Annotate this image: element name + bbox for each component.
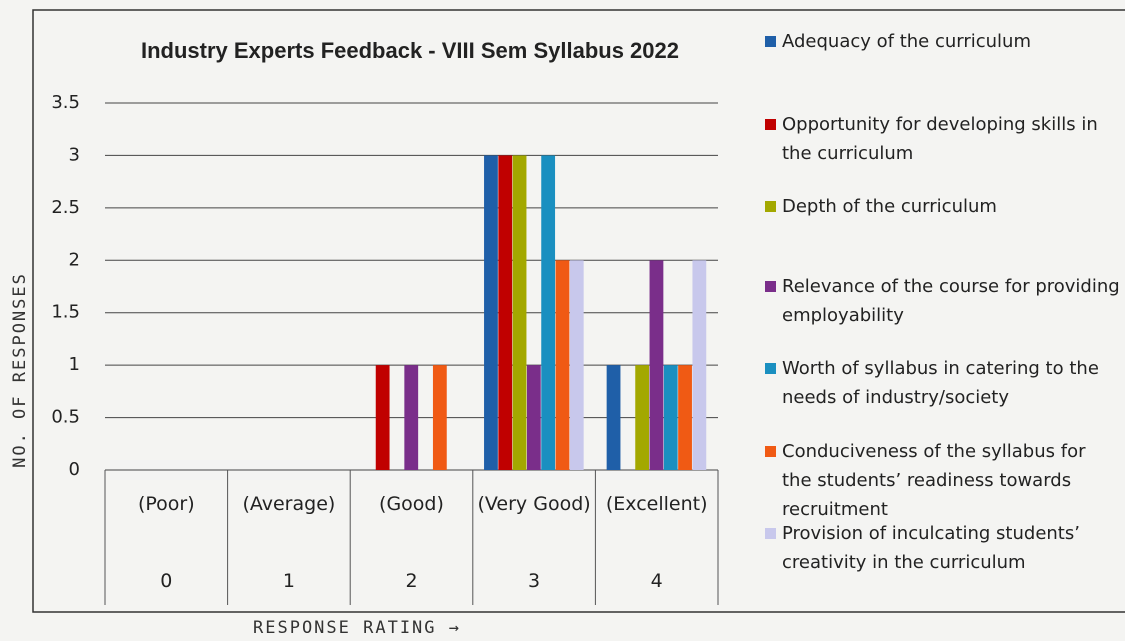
x-tick-label: (Average) (242, 493, 336, 515)
bar (404, 365, 419, 470)
bar (375, 365, 390, 470)
bar (569, 260, 584, 470)
x-tick-code: 1 (282, 570, 295, 592)
legend-label: Worth of syllabus in catering to the nee… (782, 358, 1099, 408)
bar (498, 155, 513, 470)
x-tick-code: 2 (405, 570, 418, 592)
legend-swatch (765, 528, 776, 539)
bar (635, 365, 650, 470)
legend-swatch (765, 201, 776, 212)
y-tick-label: 3.5 (51, 92, 80, 113)
bar (692, 260, 707, 470)
legend-item: Relevance of the course for providing em… (765, 272, 1120, 330)
bar (541, 155, 556, 470)
x-axis-label: RESPONSE RATING → (253, 618, 461, 638)
x-tick-code: 4 (650, 570, 663, 592)
legend-item: Worth of syllabus in catering to the nee… (765, 354, 1120, 412)
legend-item: Depth of the curriculum (765, 192, 1120, 221)
bar (432, 365, 447, 470)
bar (555, 260, 570, 470)
bar (512, 155, 527, 470)
y-axis-label: NO. OF RESPONSES (10, 272, 30, 468)
y-tick-label: 3 (69, 144, 80, 165)
legend-label: Relevance of the course for providing em… (782, 276, 1120, 326)
bar (484, 155, 498, 470)
y-tick-label: 1 (69, 354, 80, 375)
x-tick-label: (Very Good) (477, 493, 591, 515)
bar (606, 365, 621, 470)
x-tick-code: 3 (528, 570, 541, 592)
frame (32, 9, 1125, 613)
legend-swatch (765, 281, 776, 292)
y-tick-label: 0.5 (51, 407, 80, 428)
legend-item: Adequacy of the curriculum (765, 27, 1120, 56)
x-tick-label: (Poor) (137, 493, 195, 515)
legend-label: Opportunity for developing skills in the… (782, 114, 1098, 164)
y-tick-label: 0 (69, 459, 80, 480)
legend-swatch (765, 363, 776, 374)
legend-label: Conduciveness of the syllabus for the st… (782, 441, 1086, 520)
legend-item: Conduciveness of the syllabus for the st… (765, 437, 1120, 524)
x-tick-label: (Good) (379, 493, 444, 515)
legend-swatch (765, 119, 776, 130)
bar (649, 260, 664, 470)
bar (526, 365, 541, 470)
y-tick-label: 2.5 (51, 197, 80, 218)
legend-item: Provision of inculcating students’ creat… (765, 519, 1120, 577)
chart-title: Industry Experts Feedback - VIII Sem Syl… (141, 38, 679, 63)
legend-swatch (765, 36, 776, 47)
x-tick-code: 0 (160, 570, 173, 592)
legend-swatch (765, 446, 776, 457)
y-tick-label: 1.5 (51, 302, 80, 323)
x-tick-label: (Excellent) (605, 493, 708, 515)
legend-label: Provision of inculcating students’ creat… (782, 523, 1080, 573)
legend-label: Adequacy of the curriculum (782, 31, 1032, 52)
bar (678, 365, 692, 470)
bar (663, 365, 678, 470)
y-tick-label: 2 (69, 249, 80, 270)
legend-item: Opportunity for developing skills in the… (765, 110, 1120, 168)
legend-label: Depth of the curriculum (782, 196, 997, 217)
